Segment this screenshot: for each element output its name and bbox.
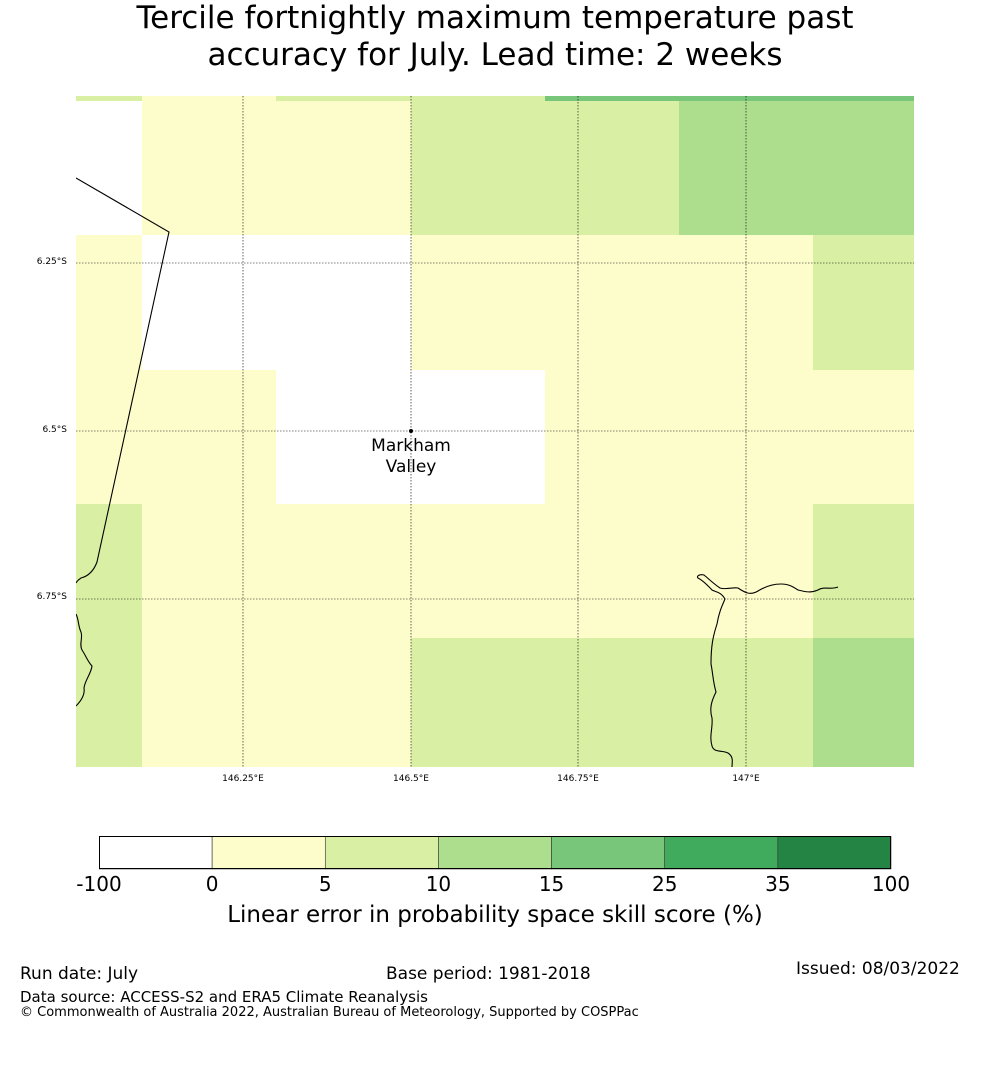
grid-cell-3-1	[142, 504, 276, 638]
grid-cell-3-4	[545, 504, 679, 638]
grid-cell-3-3	[411, 504, 545, 638]
colorbar-tick-label: 25	[651, 872, 678, 896]
colorbar-swatch-5	[664, 836, 779, 870]
grid-cell-top-2	[276, 96, 411, 101]
grid-cell-top-3	[411, 96, 545, 101]
grid-cell-3-0	[76, 504, 142, 638]
grid-cell-4-2	[276, 638, 411, 767]
title-line-1: Tercile fortnightly maximum temperature …	[136, 0, 854, 36]
grid-cell-0-3	[411, 101, 545, 235]
grid-cell-2-1	[142, 370, 276, 504]
lat-label-6-75: 6.75°S	[36, 592, 67, 602]
colorbar-tick-label: 100	[871, 872, 911, 896]
province-boundary	[76, 177, 170, 584]
grid-cell-1-1	[142, 235, 276, 370]
grid-cell-top-0	[76, 96, 142, 101]
lon-label-146-25: 146.25°E	[222, 774, 264, 784]
grid-cell-1-6	[813, 235, 914, 370]
colorbar-tick-label: 35	[765, 872, 791, 896]
base-period: Base period: 1981-2018	[386, 964, 591, 984]
grid-cell-4-6	[813, 638, 914, 767]
grid-cell-0-4	[545, 101, 679, 235]
colorbar-label: Linear error in probability space skill …	[227, 902, 763, 928]
colorbar	[99, 836, 892, 870]
grid-cell-2-0	[76, 370, 142, 504]
lon-label-146-75: 146.75°E	[557, 774, 599, 784]
run-date: Run date: July	[20, 964, 139, 984]
lat-label-6-25: 6.25°S	[36, 257, 67, 267]
skill-map	[76, 96, 914, 767]
grid-cell-top-5	[679, 96, 813, 101]
place-label-line-2: Valley	[385, 457, 437, 477]
colorbar-swatch-1	[211, 836, 326, 870]
grid-cell-0-6	[813, 101, 914, 235]
grid-cell-1-0	[76, 235, 142, 370]
title-line-2: accuracy for July. Lead time: 2 weeks	[207, 37, 783, 73]
colorbar-swatch-0	[99, 836, 213, 870]
grid-cell-0-1	[142, 101, 276, 235]
data-source: Data source: ACCESS-S2 and ERA5 Climate …	[20, 988, 428, 1006]
grid-cell-1-5	[679, 235, 813, 370]
graticule	[76, 96, 914, 767]
grid-cell-4-1	[142, 638, 276, 767]
place-label-line-1: Markham	[371, 436, 451, 456]
lon-label-146-5: 146.5°E	[393, 774, 429, 784]
copyright: © Commonwealth of Australia 2022, Austra…	[20, 1005, 639, 1020]
grid-cell-1-4	[545, 235, 679, 370]
grid-cell-0-2	[276, 101, 411, 235]
colorbar-frame	[99, 836, 891, 869]
chart-title: Tercile fortnightly maximum temperature …	[0, 0, 990, 74]
colorbar-swatch-3	[438, 836, 552, 870]
grid-cell-3-2	[276, 504, 411, 638]
colorbar-tick-label: -100	[76, 872, 122, 896]
huon-coast	[696, 574, 839, 767]
place-label: Markham Valley	[351, 436, 471, 478]
colorbar-tick-label: 5	[318, 872, 332, 896]
grid-cell-4-4	[545, 638, 679, 767]
west-coast	[76, 613, 93, 707]
grid-cell-2-4	[545, 370, 679, 504]
colorbar-swatch-4	[551, 836, 666, 870]
coastlines	[76, 177, 839, 767]
colorbar-tick-label: 15	[538, 872, 565, 896]
colorbar-swatches	[99, 836, 892, 870]
grid-cell-top-4	[545, 96, 679, 101]
colorbar-swatch-2	[324, 836, 439, 870]
grid-cell-top-6	[813, 96, 914, 101]
grid-cell-0-0	[76, 101, 142, 235]
grid-cell-2-2	[276, 370, 411, 504]
grid-cell-2-6	[813, 370, 914, 504]
issued-date: Issued: 08/03/2022	[796, 959, 960, 979]
grid-cell-4-3	[411, 638, 545, 767]
lon-label-147: 147°E	[732, 774, 760, 784]
grid-cell-1-2	[276, 235, 411, 370]
markham-valley-marker	[409, 429, 413, 433]
grid-cell-2-5	[679, 370, 813, 504]
colorbar-tick-label: 10	[425, 872, 452, 896]
grid-cell-1-3	[411, 235, 545, 370]
lat-label-6-5: 6.5°S	[42, 425, 67, 435]
colorbar-swatch-6	[777, 836, 892, 870]
grid-cell-top-1	[142, 96, 276, 101]
grid-cells	[76, 96, 914, 767]
colorbar-tick-label: 0	[205, 872, 219, 896]
grid-cell-3-6	[813, 504, 914, 638]
grid-cell-2-3	[411, 370, 545, 504]
